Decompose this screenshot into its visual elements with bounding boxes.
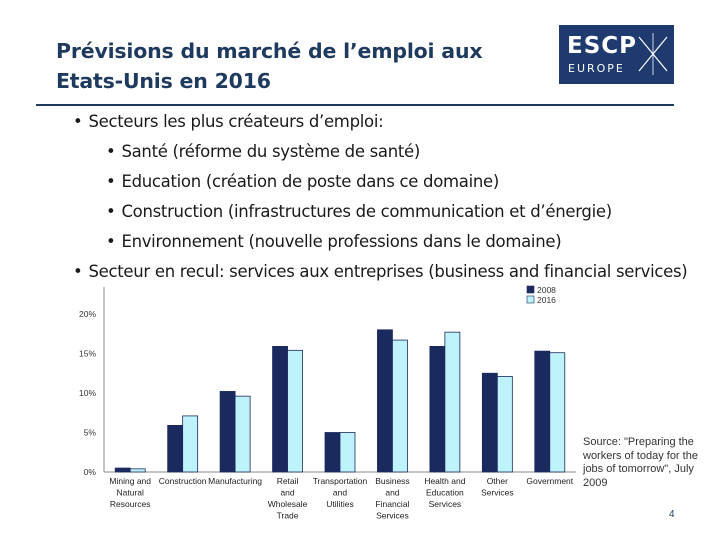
y-tick-label: 0%: [84, 467, 97, 477]
x-tick-label: Services: [429, 499, 462, 509]
x-tick-label: Mining and: [109, 476, 151, 486]
bar-2008: [324, 432, 341, 473]
bar-2008: [429, 345, 446, 473]
bar-2016: [496, 376, 513, 473]
bullet-item: • Environnement (nouvelle professions dan…: [106, 232, 562, 251]
bullet-text: Santé (réforme du système de santé): [121, 142, 421, 161]
x-tick-label: Health and: [424, 476, 465, 486]
bar-2016: [129, 468, 146, 473]
star-cross-icon: [638, 33, 668, 75]
y-tick-label: 15%: [79, 349, 96, 359]
bar-2016: [392, 339, 408, 473]
x-tick-label: Retail: [277, 476, 299, 486]
logo-text-europe: EUROPE: [568, 62, 625, 75]
bar-2008: [167, 424, 184, 473]
bullet-item: • Santé (réforme du système de santé): [106, 142, 421, 161]
legend-label: 2008: [537, 285, 556, 295]
bullet-text: Secteurs les plus créateurs d’emploi:: [88, 112, 384, 131]
escp-europe-logo: ESCP EUROPE: [559, 25, 674, 84]
bar-2016: [234, 395, 251, 473]
bar-2016: [287, 349, 303, 473]
logo-text-escp: ESCP: [567, 33, 638, 59]
legend-label: 2016: [537, 295, 556, 305]
legend-swatch: [526, 295, 535, 304]
bar-2016: [182, 415, 199, 473]
source-note: Source: "Preparing the workers of today …: [583, 436, 698, 489]
x-tick-label: Other: [487, 476, 508, 486]
x-tick-label: Manufacturing: [208, 476, 262, 486]
bullet-item: • Secteur en recul: services aux entrepri…: [73, 262, 688, 281]
x-tick-label: and: [280, 488, 294, 498]
legend-swatch: [526, 285, 535, 294]
bullet-item: • Secteurs les plus créateurs d’emploi:: [73, 112, 384, 131]
bullet-text: Secteur en recul: services aux entrepris…: [88, 262, 688, 281]
x-tick-label: Government: [526, 476, 573, 486]
x-tick-label: Financial: [375, 499, 409, 509]
bar-2008: [272, 345, 288, 473]
x-tick-label: Utilities: [326, 499, 353, 509]
x-tick-label: Trade: [277, 511, 299, 521]
page-number: 4: [669, 509, 675, 520]
bar-2008: [219, 391, 236, 473]
bar-2016: [549, 352, 566, 473]
bullet-text: Environnement (nouvelle professions dans…: [121, 232, 562, 251]
x-tick-label: Resources: [110, 499, 151, 509]
x-tick-label: Natural: [117, 488, 145, 498]
x-tick-label: and: [385, 488, 399, 498]
y-tick-label: 10%: [79, 388, 96, 398]
bar-2016: [444, 331, 461, 473]
bullet-item: • Education (création de poste dans ce do…: [106, 172, 500, 191]
bar-2008: [481, 372, 498, 473]
bullet-text: Construction (infrastructures de communi…: [121, 202, 612, 221]
x-tick-label: Wholesale: [268, 499, 308, 509]
y-tick-label: 5%: [84, 428, 97, 438]
bar-2008: [377, 329, 393, 473]
x-tick-label: Construction: [159, 476, 207, 486]
x-tick-label: Education: [426, 488, 464, 498]
y-tick-label: 20%: [79, 309, 96, 319]
bar-2016: [339, 432, 356, 473]
title-divider: [36, 104, 674, 106]
x-tick-label: Business: [375, 476, 410, 486]
bar-2008: [114, 467, 131, 473]
bullet-item: • Construction (infrastructures de commun…: [106, 202, 612, 221]
x-tick-label: and: [333, 488, 347, 498]
bullet-text: Education (création de poste dans ce dom…: [121, 172, 500, 191]
x-tick-label: Transportation: [313, 476, 368, 486]
bar-2008: [534, 350, 551, 473]
x-tick-label: Services: [481, 488, 514, 498]
x-tick-label: Services: [376, 511, 409, 521]
slide-title: Prévisions du marché de l’emploi aux Eta…: [56, 39, 483, 93]
